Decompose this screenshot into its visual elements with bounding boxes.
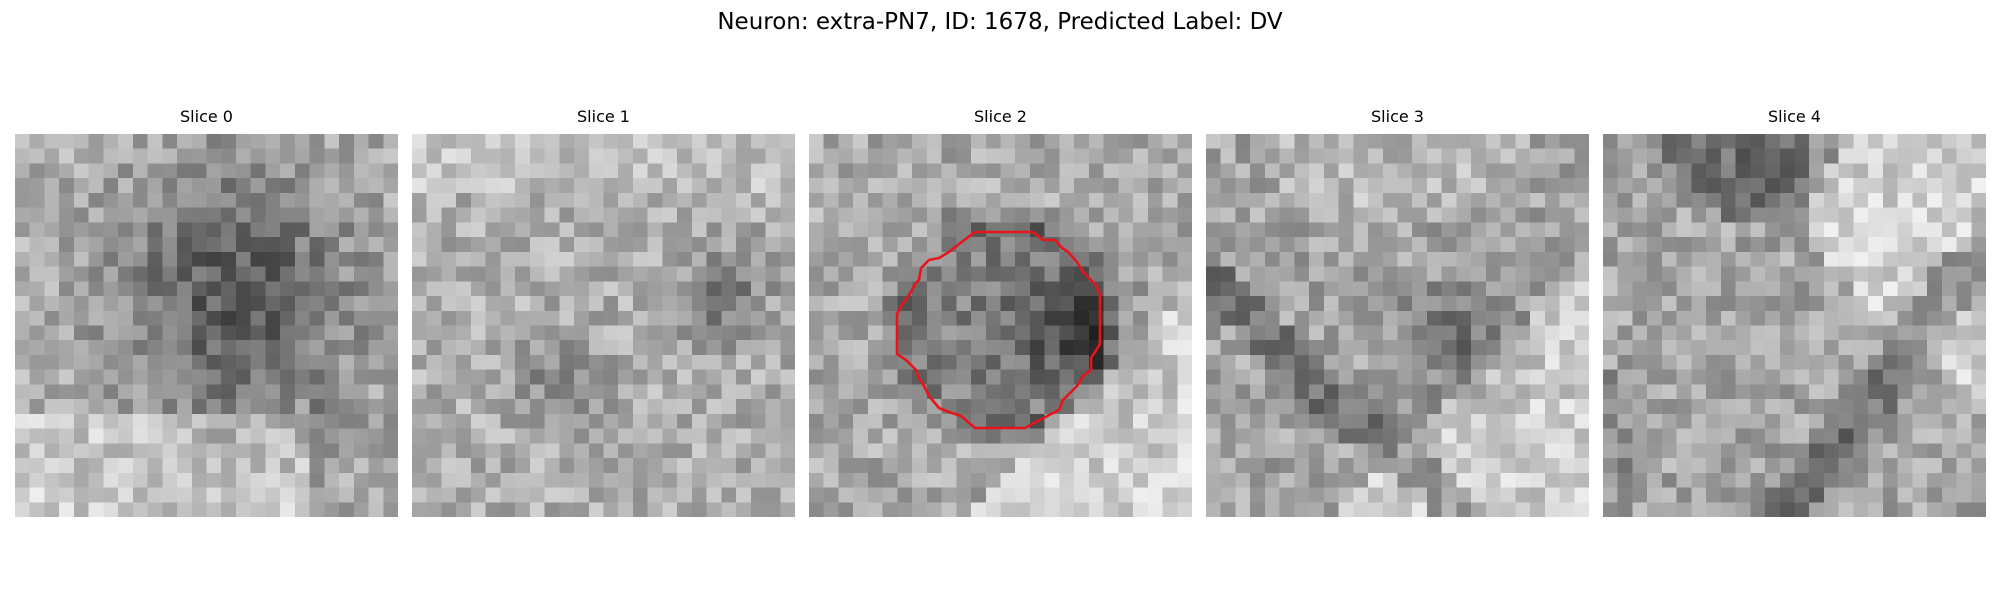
slice-panel-0: Slice 0 [15, 107, 398, 517]
slice-title: Slice 3 [1371, 107, 1424, 126]
slice-panel-3: Slice 3 [1206, 107, 1589, 517]
figure-title: Neuron: extra-PN7, ID: 1678, Predicted L… [717, 9, 1283, 35]
slice-panel-2: Slice 2 [809, 107, 1192, 517]
slice-panel-4: Slice 4 [1603, 107, 1986, 517]
slice-image [15, 134, 398, 517]
slice-image [412, 134, 795, 517]
slice-image [809, 134, 1192, 517]
slice-image [1206, 134, 1589, 517]
slice-title: Slice 0 [180, 107, 233, 126]
slice-title: Slice 1 [577, 107, 630, 126]
slice-image [1603, 134, 1986, 517]
slice-title: Slice 2 [974, 107, 1027, 126]
slice-panel-1: Slice 1 [412, 107, 795, 517]
slice-title: Slice 4 [1768, 107, 1821, 126]
